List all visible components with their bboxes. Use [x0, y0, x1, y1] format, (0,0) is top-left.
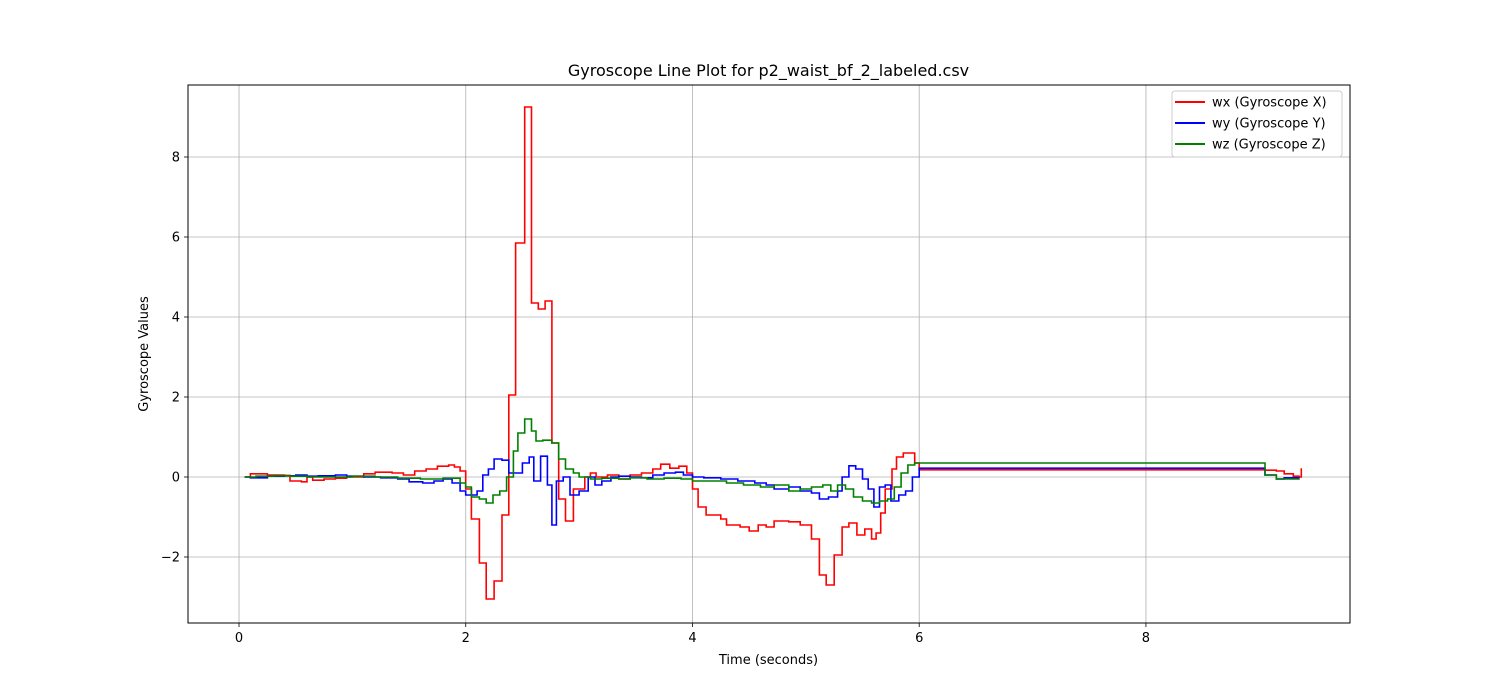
series-line-2 — [244, 455, 1300, 526]
y-tick-label: 6 — [172, 231, 180, 246]
x-tick-label: 8 — [1142, 631, 1150, 646]
y-tick-label: 0 — [172, 471, 180, 486]
plot-frame — [187, 84, 1351, 624]
legend: wx (Gyroscope X) wy (Gyroscope Y) wz (Gyro… — [1171, 90, 1343, 158]
legend-label: wx (Gyroscope X) — [1212, 96, 1327, 111]
series-line-3 — [244, 418, 1300, 504]
y-tick-label: 2 — [172, 391, 180, 406]
x-ticks: 0 2 4 6 8 — [235, 623, 1150, 646]
y-tick-label: 8 — [172, 151, 180, 166]
x-tick-label: 2 — [462, 631, 470, 646]
x-tick-label: 4 — [688, 631, 696, 646]
y-axis-label: Gyroscope Values — [137, 296, 152, 412]
y-tick-label: −2 — [161, 551, 180, 566]
plot-lines — [244, 106, 1303, 600]
chart-title: Gyroscope Line Plot for p2_waist_bf_2_la… — [568, 61, 969, 81]
y-ticks: −2 0 2 4 6 8 — [161, 151, 188, 566]
series-line-1 — [244, 106, 1303, 600]
x-tick-label: 0 — [235, 631, 243, 646]
x-axis-label: Time (seconds) — [718, 653, 818, 668]
y-tick-label: 4 — [172, 311, 180, 326]
x-tick-label: 6 — [915, 631, 923, 646]
legend-label: wy (Gyroscope Y) — [1212, 117, 1326, 132]
legend-box — [1171, 90, 1343, 158]
grid — [188, 85, 1350, 623]
legend-label: wz (Gyroscope Z) — [1212, 138, 1326, 153]
